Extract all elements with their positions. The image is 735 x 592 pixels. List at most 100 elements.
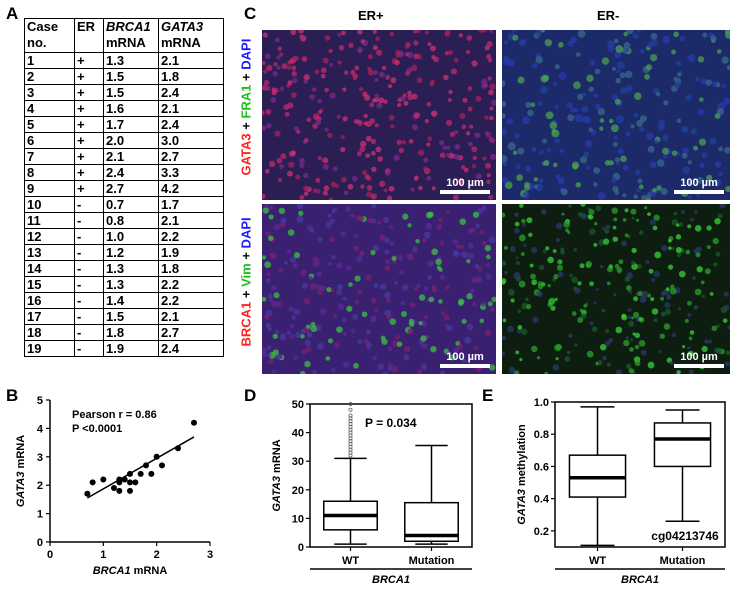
cell-nucleus — [424, 30, 430, 35]
cell-nucleus — [638, 230, 644, 235]
cell-nucleus — [268, 297, 273, 303]
cell-nucleus — [655, 91, 661, 97]
cell-nucleus — [410, 64, 418, 72]
cell-nucleus — [272, 71, 278, 77]
x-tick-label: 3 — [207, 549, 213, 561]
cell-er: + — [74, 84, 104, 101]
cell-nucleus — [445, 210, 450, 215]
cell-nucleus — [613, 293, 617, 297]
cell-nucleus — [488, 30, 494, 33]
cell-nucleus — [653, 318, 658, 323]
cell-nucleus — [630, 208, 637, 215]
cell-nucleus — [660, 296, 665, 301]
cell-nucleus — [444, 30, 451, 36]
cell-nucleus — [615, 161, 621, 166]
cell-nucleus — [440, 310, 446, 316]
cell-nucleus — [502, 113, 506, 119]
cell-nucleus — [471, 60, 478, 67]
cell-gata3: 4.2 — [158, 180, 224, 197]
cell-nucleus — [431, 110, 438, 117]
cell-nucleus — [438, 299, 443, 304]
cell-nucleus — [487, 301, 493, 307]
table-row: 1 +1.3 2.1 — [24, 52, 224, 69]
cell-nucleus — [677, 307, 682, 311]
cell-nucleus — [481, 301, 487, 307]
cell-nucleus — [701, 345, 708, 353]
cell-nucleus — [693, 145, 698, 151]
cell-nucleus — [663, 323, 671, 330]
y-tick-label: 5 — [37, 395, 43, 407]
cell-case: 11 — [24, 212, 75, 229]
cell-nucleus — [376, 102, 383, 109]
cell-nucleus — [374, 308, 379, 313]
cell-nucleus — [305, 346, 312, 353]
cell-nucleus — [667, 264, 674, 270]
cell-nucleus — [540, 208, 547, 215]
cell-nucleus — [278, 267, 284, 273]
y-tick-label: 0 — [37, 537, 43, 549]
cell-brca1: 1.5 — [103, 84, 159, 101]
micrograph-er-pos-brca1: 100 µm — [262, 204, 496, 374]
cell-nucleus — [415, 30, 421, 34]
cell-nucleus — [649, 219, 656, 226]
cell-nucleus — [388, 185, 395, 192]
cell-nucleus — [603, 238, 610, 245]
cell-nucleus — [621, 240, 628, 247]
cell-nucleus — [723, 97, 730, 105]
cell-nucleus — [401, 140, 407, 145]
cell-nucleus — [359, 250, 365, 257]
cell-nucleus — [614, 157, 621, 163]
cell-nucleus — [557, 271, 564, 278]
cell-nucleus — [481, 78, 488, 85]
cell-nucleus — [440, 370, 445, 374]
cell-nucleus — [328, 218, 335, 225]
cell-nucleus — [463, 167, 469, 173]
cell-nucleus — [650, 53, 658, 62]
cell-nucleus — [336, 114, 341, 119]
cell-nucleus — [685, 94, 692, 101]
data-point — [143, 462, 149, 469]
cell-brca1: 1.6 — [103, 100, 159, 117]
cell-nucleus — [589, 60, 596, 66]
cell-nucleus — [426, 101, 432, 107]
cell-nucleus — [521, 116, 530, 125]
cell-nucleus — [393, 154, 400, 161]
cell-nucleus — [386, 195, 393, 200]
cell-nucleus — [631, 316, 635, 320]
cell-nucleus — [679, 35, 685, 42]
cell-nucleus — [299, 34, 304, 39]
cell-nucleus — [513, 370, 520, 374]
cell-case: 16 — [24, 292, 75, 309]
cell-nucleus — [638, 126, 645, 132]
cell-nucleus — [477, 208, 484, 214]
cell-nucleus — [331, 254, 336, 260]
cell-nucleus — [508, 366, 516, 374]
cell-nucleus — [475, 276, 483, 283]
cell-nucleus — [353, 245, 360, 252]
cell-nucleus — [375, 36, 380, 42]
cell-nucleus — [447, 97, 452, 103]
cell-nucleus — [428, 296, 435, 303]
x-category-label: WT — [342, 555, 359, 567]
cell-nucleus — [530, 102, 536, 107]
cell-nucleus — [300, 334, 305, 339]
cell-gata3: 2.1 — [158, 100, 224, 117]
cell-nucleus — [599, 343, 607, 351]
cell-nucleus — [553, 274, 559, 280]
cell-nucleus — [528, 232, 533, 237]
cell-nucleus — [682, 166, 690, 174]
cell-nucleus — [690, 217, 695, 222]
cell-brca1: 1.3 — [103, 52, 159, 69]
cell-nucleus — [387, 362, 394, 368]
cell-nucleus — [276, 301, 282, 307]
cell-nucleus — [337, 303, 345, 310]
cell-nucleus — [565, 228, 569, 233]
cell-nucleus — [573, 81, 581, 90]
table-row: 17-1.5 2.1 — [24, 308, 224, 325]
cell-gata3: 3.0 — [158, 132, 224, 149]
cell-nucleus — [409, 302, 416, 308]
y-tick-label: 2 — [37, 480, 43, 492]
cell-nucleus — [264, 261, 272, 269]
cell-nucleus — [638, 339, 646, 347]
cell-nucleus — [354, 233, 359, 239]
